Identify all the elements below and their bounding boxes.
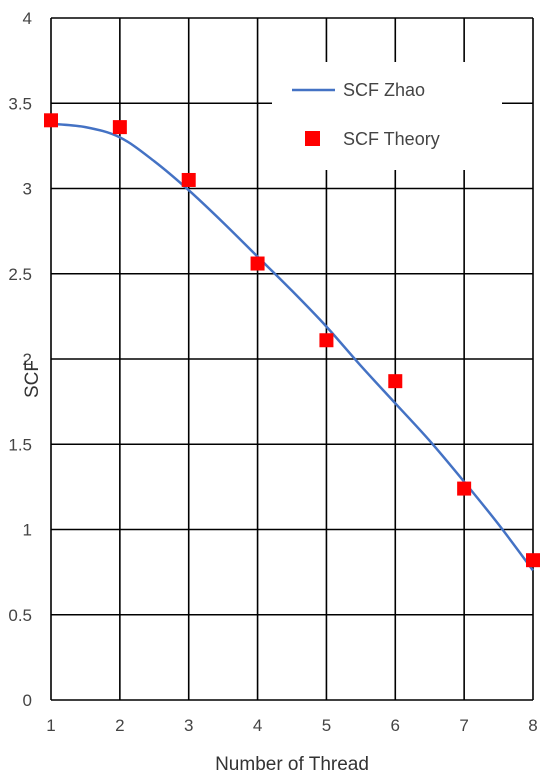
marker-scf-theory-5: [319, 333, 334, 348]
marker-scf-theory-2: [112, 120, 127, 135]
legend-label-scf-theory: SCF Theory: [343, 129, 440, 149]
marker-scf-theory-8: [526, 553, 540, 568]
y-tick-label-1: 0: [23, 691, 32, 710]
y-axis-label: SCF: [22, 360, 43, 398]
series-line-scf-zhao: [50, 122, 535, 572]
marker-scf-theory-6: [388, 374, 403, 389]
y-tick-label-7: 3: [23, 180, 32, 199]
x-tick-label-3: 3: [184, 716, 193, 735]
x-tick-label-5: 5: [322, 716, 331, 735]
y-tick-label-9: 4: [23, 9, 32, 28]
x-tick-label-4: 4: [253, 716, 262, 735]
x-axis-label: Number of Thread: [215, 754, 369, 775]
y-tick-label-3: 1: [23, 521, 32, 540]
y-tick-label-5: 2: [23, 350, 32, 369]
plot-area: [44, 113, 540, 572]
marker-scf-theory-3: [181, 172, 196, 187]
y-tick-label-8: 3.5: [8, 94, 32, 113]
legend-square-swatch: [305, 131, 320, 146]
x-tick-label-1: 1: [46, 716, 55, 735]
x-tick-label-8: 8: [528, 716, 537, 735]
y-tick-label-6: 2.5: [8, 265, 32, 284]
x-tick-label-6: 6: [391, 716, 400, 735]
x-tick-label-2: 2: [115, 716, 124, 735]
y-tick-label-2: 0.5: [8, 606, 32, 625]
y-tick-label-4: 1.5: [8, 435, 32, 454]
tick-labels: 1 2 3 4 5 6 7 8 0 0.5 1 1.5 2 2.5 3 3.5 4: [8, 9, 537, 735]
marker-scf-theory-7: [457, 481, 472, 496]
legend-label-scf-zhao: SCF Zhao: [343, 80, 425, 100]
legend: SCF Zhao SCF Theory: [272, 62, 502, 170]
marker-scf-theory-1: [44, 113, 58, 128]
marker-scf-theory-4: [250, 256, 265, 271]
x-tick-label-7: 7: [459, 716, 468, 735]
legend-background: [272, 62, 502, 170]
